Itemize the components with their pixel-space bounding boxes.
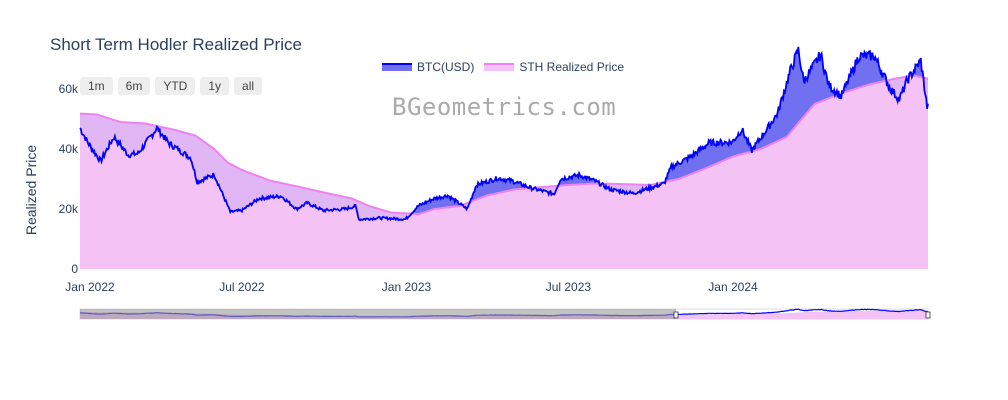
legend[interactable]: BTC(USD) STH Realized Price [382, 60, 624, 74]
range-slider[interactable] [79, 308, 931, 320]
legend-label-sth: STH Realized Price [519, 60, 625, 74]
btc-band [80, 46, 928, 221]
slider-handle-left [673, 311, 679, 319]
sth-swatch [484, 63, 515, 71]
btc-line [79, 46, 929, 222]
y-tick-label: 20k [59, 202, 79, 216]
slider-mask [80, 309, 676, 319]
y-tick-label: 60k [59, 82, 79, 96]
y-tick-label: 40k [59, 142, 79, 156]
legend-item-btc[interactable]: BTC(USD) [382, 60, 474, 74]
sth-area [80, 75, 928, 269]
y-tick-label: 0 [71, 262, 78, 276]
x-tick-label: Jul 2022 [219, 280, 265, 294]
legend-label-btc: BTC(USD) [417, 60, 475, 74]
y-axis-ticks: 0 20k 40k 60k [59, 82, 79, 276]
watermark: BGeometrics.com [392, 93, 617, 121]
x-tick-label: Jan 2022 [65, 280, 115, 294]
range-button-6m[interactable]: 6m [117, 77, 151, 95]
slider-handle-right [925, 311, 931, 319]
x-tick-label: Jan 2024 [708, 280, 758, 294]
range-button-all[interactable]: all [234, 77, 263, 95]
x-axis-ticks: Jan 2022 Jul 2022 Jan 2023 Jul 2023 Jan 2024 [65, 280, 758, 294]
sth-line [80, 74, 928, 216]
range-selector: 1m 6m YTD 1y all [80, 77, 263, 95]
main-plot[interactable] [79, 46, 929, 269]
legend-item-sth[interactable]: STH Realized Price [484, 60, 624, 74]
x-tick-label: Jul 2023 [546, 280, 592, 294]
range-button-1y[interactable]: 1y [200, 77, 230, 95]
chart-title: Short Term Hodler Realized Price [50, 35, 302, 54]
range-button-1m[interactable]: 1m [80, 77, 113, 95]
btc-swatch [382, 63, 412, 71]
x-tick-label: Jan 2023 [382, 280, 432, 294]
range-button-ytd[interactable]: YTD [155, 77, 196, 95]
